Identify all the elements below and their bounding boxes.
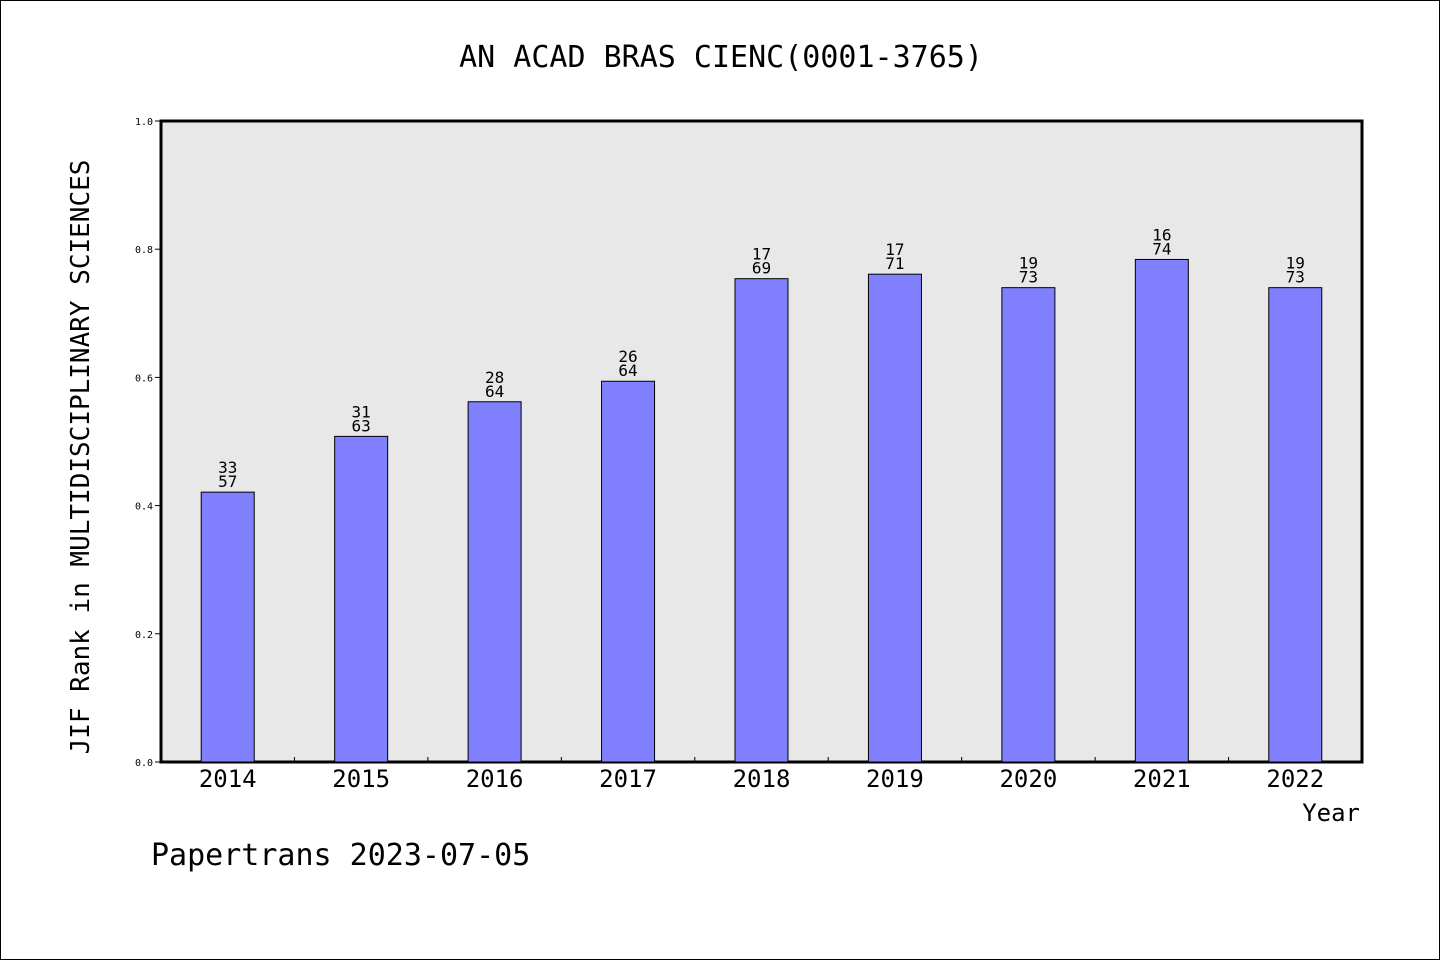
bar-rank-label: 19 (1286, 254, 1305, 273)
x-axis-label: Year (1302, 799, 1360, 827)
bar-rank-label: 17 (752, 245, 771, 264)
y-tick-label: 0.2 (135, 630, 153, 641)
y-tick-label: 1.0 (135, 117, 153, 128)
bar-rank-label: 33 (218, 458, 237, 477)
bar-2017 (601, 380, 656, 763)
bar-rank-label: 19 (1019, 254, 1038, 273)
bar-2015 (334, 435, 389, 763)
x-tick-label: 2016 (466, 765, 524, 793)
y-tick-label: 0.8 (135, 245, 153, 256)
bar-total-label: 71 (885, 254, 904, 273)
x-tick-label: 2022 (1266, 765, 1324, 793)
bar-2022 (1268, 287, 1323, 763)
x-tick-label: 2018 (733, 765, 791, 793)
bar-rank-label: 17 (885, 240, 904, 259)
bar-total-label: 63 (352, 416, 371, 435)
bar-2021 (1134, 258, 1189, 763)
bar-2019 (867, 273, 922, 763)
bar-rank-label: 26 (618, 347, 637, 366)
x-tick-label: 2015 (332, 765, 390, 793)
bar-total-label: 69 (752, 259, 771, 278)
y-axis-label: JIF Rank in MULTIDISCIPLINARY SCIENCES (66, 160, 96, 755)
y-axis-ticks: 0.0 0.2 0.4 0.6 0.8 1.0 (135, 117, 161, 769)
footer-credit: Papertrans 2023-07-05 (151, 838, 530, 873)
bar-2018 (734, 278, 789, 763)
y-tick-label: 0.0 (135, 758, 153, 769)
bar-total-label: 57 (218, 472, 237, 491)
x-tick-label: 2020 (999, 765, 1057, 793)
bar-total-label: 64 (618, 361, 637, 380)
chart-title: AN ACAD BRAS CIENC(0001-3765) (459, 40, 983, 75)
bar-2014 (200, 491, 255, 763)
bar-total-label: 73 (1286, 268, 1305, 287)
bar-2020 (1001, 287, 1056, 763)
y-tick-label: 0.6 (135, 373, 153, 384)
bar-rank-label: 16 (1152, 225, 1171, 244)
x-tick-label: 2017 (599, 765, 657, 793)
bar-total-label: 64 (485, 382, 504, 401)
bar-rank-label: 28 (485, 368, 504, 387)
x-tick-label: 2021 (1133, 765, 1191, 793)
y-tick-label: 0.4 (135, 502, 153, 513)
bar-2016 (467, 401, 522, 763)
bar-rank-label: 31 (352, 402, 371, 421)
x-tick-label: 2014 (199, 765, 257, 793)
x-tick-label: 2019 (866, 765, 924, 793)
x-axis-ticks: 2014 2015 2016 2017 2018 2019 2020 2021 2022 (199, 757, 1324, 793)
bar-total-label: 74 (1152, 239, 1171, 258)
bar-total-label: 73 (1019, 268, 1038, 287)
